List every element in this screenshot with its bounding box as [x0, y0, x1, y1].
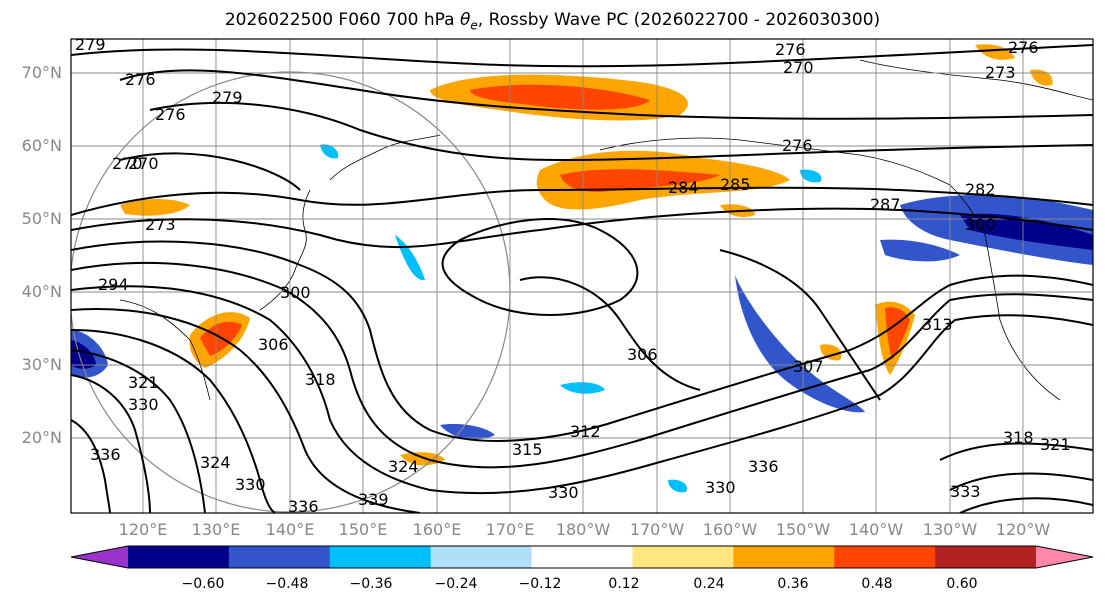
contour-label: 276: [125, 70, 156, 89]
contour-label: 270: [783, 58, 814, 77]
colorbar-extend-left: [71, 546, 128, 568]
contour-label: 285: [720, 175, 751, 194]
lon-label: 130°E: [191, 520, 241, 539]
colorbar-tick-label: −0.12: [518, 576, 562, 592]
lat-label: 30°N: [21, 355, 62, 374]
contour-label: 276: [155, 105, 186, 124]
contour-label: 312: [570, 422, 601, 441]
colorbar-cell: [228, 546, 331, 568]
colorbar-cell: [329, 546, 432, 568]
contour-label: 276: [775, 40, 806, 59]
colorbar-cell: [531, 546, 633, 568]
contour-label: 330: [548, 483, 579, 502]
colorbar-cell: [128, 546, 230, 568]
contour-label: 339: [358, 490, 389, 509]
contour-label: 324: [388, 457, 419, 476]
map-frame: [70, 38, 1094, 514]
positive-anomaly-shading: [120, 44, 1053, 466]
map-title: 2026022500 F060 700 hPa θe, Rossby Wave …: [224, 10, 881, 33]
lon-label: 180°W: [555, 520, 611, 539]
lon-label: 170°W: [629, 520, 685, 539]
lon-label: 120°E: [118, 520, 168, 539]
contour-label: 330: [128, 395, 159, 414]
contour-label: 330: [235, 475, 266, 494]
lon-label: 160°W: [702, 520, 758, 539]
lat-label: 40°N: [21, 282, 62, 301]
contour-label: 294: [98, 275, 129, 294]
colorbar-cell: [632, 546, 734, 568]
lat-label: 50°N: [21, 209, 62, 228]
contour-label: 307: [793, 357, 824, 376]
theta-e-contours: [71, 44, 1093, 513]
contour-label: 336: [288, 497, 319, 516]
contour-label: 282: [965, 180, 996, 199]
lon-label: 120°W: [995, 520, 1051, 539]
colorbar-cell: [834, 546, 936, 568]
lon-label: 140°W: [848, 520, 904, 539]
colorbar-extend-right: [1036, 546, 1093, 568]
lat-label: 70°N: [21, 63, 62, 82]
lon-label: 160°E: [412, 520, 462, 539]
lon-label: 130°W: [922, 520, 978, 539]
contour-label: 336: [748, 457, 779, 476]
colorbar-tick-label: 0.36: [777, 576, 809, 592]
contour-label: 300: [280, 283, 311, 302]
lat-label: 60°N: [21, 136, 62, 155]
lon-label: 150°W: [775, 520, 831, 539]
colorbar-tick-label: −0.24: [434, 576, 478, 592]
contour-label: 336: [90, 445, 121, 464]
colorbar-tick-label: 0.12: [608, 576, 640, 592]
colorbar-tick-label: 0.60: [946, 576, 978, 592]
contour-label: 279: [75, 35, 106, 54]
colorbar-cell: [430, 546, 533, 568]
contour-label: 279: [212, 88, 243, 107]
lon-label: 140°E: [265, 520, 315, 539]
contour-label: 270: [128, 154, 159, 173]
contour-label: 270: [112, 154, 143, 173]
colorbar-outline: [70, 545, 1094, 569]
colorbar: [70, 545, 1094, 569]
colorbar-tick-label: 0.48: [861, 576, 893, 592]
colorbar-tick-label: −0.36: [349, 576, 393, 592]
colorbar-cell: [935, 546, 1037, 568]
contour-label: 306: [258, 335, 289, 354]
contour-label: 306: [627, 345, 658, 364]
contour-label: 330: [705, 478, 736, 497]
colorbar-tick-label: −0.60: [181, 576, 225, 592]
contour-label: 324: [200, 453, 231, 472]
contour-label: 318: [1003, 428, 1034, 447]
contour-label: 273: [985, 63, 1016, 82]
contour-label: 333: [950, 482, 981, 501]
colorbar-tick-label: 0.24: [693, 576, 725, 592]
contour-labels: 279 276 270 276 279 276 270 273 276 276 …: [75, 35, 1071, 516]
contour-label: 300: [965, 215, 996, 234]
contour-label: 315: [512, 440, 543, 459]
contour-label: 276: [1008, 38, 1039, 57]
contour-label: 321: [128, 373, 159, 392]
lon-label: 150°E: [338, 520, 388, 539]
contour-label: 276: [782, 136, 813, 155]
contour-label: 321: [1040, 435, 1071, 454]
lon-label: 170°E: [485, 520, 535, 539]
contour-label: 318: [305, 370, 336, 389]
colorbar-tick-label: −0.48: [265, 576, 309, 592]
contour-label: 284: [668, 178, 699, 197]
contour-label: 287: [870, 195, 901, 214]
colorbar-cells: [128, 546, 1037, 568]
lat-label: 20°N: [21, 428, 62, 447]
contour-label: 273: [145, 215, 176, 234]
contour-label: 313: [922, 315, 953, 334]
colorbar-cell: [733, 546, 835, 568]
